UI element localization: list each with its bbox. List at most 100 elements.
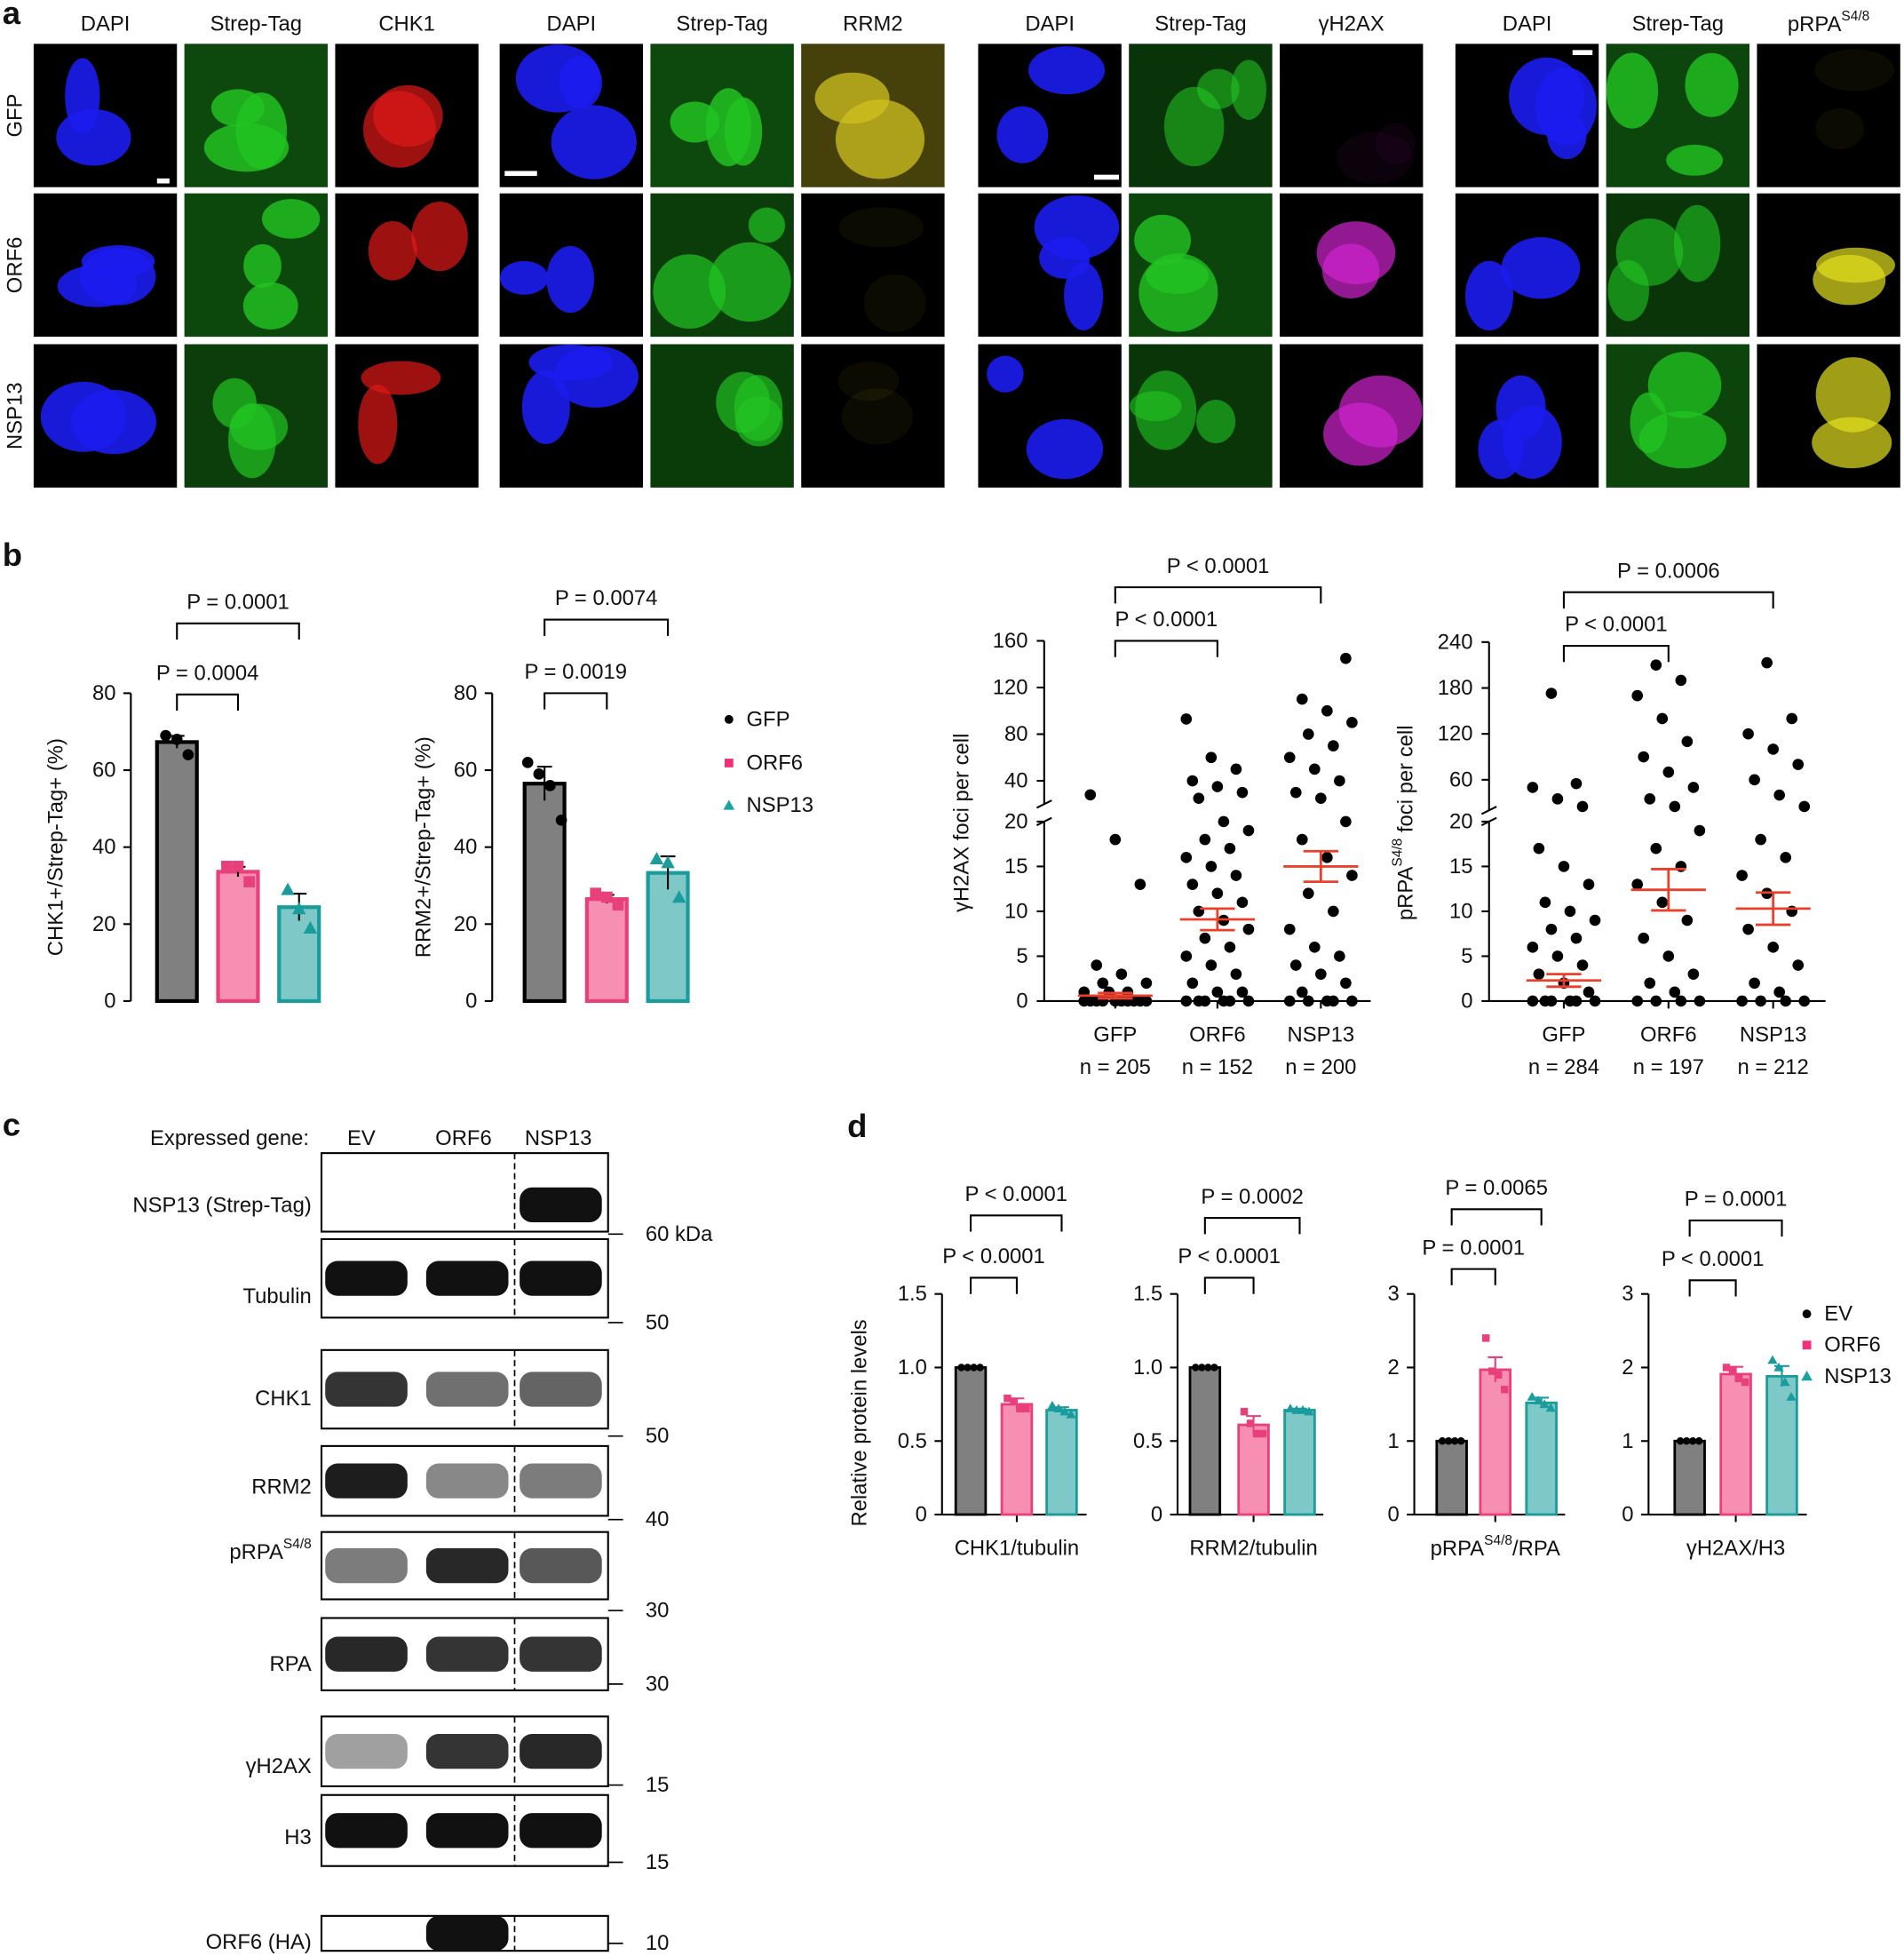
row-label: ORF6 bbox=[3, 237, 27, 294]
y-tick-label: 2 bbox=[1622, 1356, 1633, 1380]
p-value: P = 0.0019 bbox=[524, 660, 627, 684]
significance-bracket bbox=[176, 693, 240, 712]
x-tick-label: ORF6 bbox=[1189, 1022, 1246, 1046]
data-point bbox=[1444, 1437, 1453, 1445]
legend-label: ORF6 bbox=[1824, 1333, 1881, 1357]
cell bbox=[1321, 243, 1380, 298]
bar bbox=[1765, 1375, 1798, 1516]
data-point bbox=[649, 851, 664, 864]
channel-header: RRM2 bbox=[843, 12, 903, 36]
data-point bbox=[1180, 852, 1193, 863]
data-point bbox=[1742, 923, 1754, 935]
x-tick-label: ORF6 bbox=[1640, 1022, 1697, 1046]
channel-header: DAPI bbox=[547, 12, 597, 36]
channel-header: γH2AX bbox=[1319, 12, 1384, 36]
y-tick-label: 0 bbox=[1016, 989, 1027, 1013]
cell bbox=[1606, 52, 1659, 129]
data-point bbox=[1728, 1367, 1737, 1375]
data-point bbox=[1059, 1406, 1070, 1416]
superscript: S4/8 bbox=[1391, 839, 1406, 867]
bar bbox=[646, 871, 690, 1004]
data-point bbox=[1589, 995, 1601, 1007]
data-point bbox=[1681, 914, 1694, 926]
data-point bbox=[1681, 735, 1694, 748]
data-point bbox=[1340, 652, 1352, 664]
marker-label: 10 bbox=[646, 1931, 670, 1955]
data-point bbox=[1736, 995, 1748, 1007]
data-point bbox=[1761, 656, 1773, 669]
superscript: S4/8 bbox=[283, 1537, 312, 1552]
data-point bbox=[1224, 942, 1236, 953]
data-point bbox=[1346, 717, 1358, 728]
data-point bbox=[1792, 959, 1805, 971]
y-tick-label: 180 bbox=[1438, 676, 1473, 700]
data-point bbox=[1488, 1367, 1496, 1375]
data-point bbox=[1296, 833, 1308, 846]
blot-label: H3 bbox=[284, 1825, 311, 1849]
y-tick-label: 240 bbox=[1438, 630, 1473, 654]
data-point bbox=[1109, 833, 1122, 846]
data-point bbox=[1211, 887, 1224, 900]
n-label: n = 212 bbox=[1738, 1055, 1809, 1079]
text-part: pRPA bbox=[1393, 867, 1417, 921]
data-point bbox=[1211, 781, 1224, 792]
y-tick-label: 40 bbox=[92, 835, 116, 859]
data-point bbox=[1545, 688, 1558, 699]
data-point bbox=[1180, 950, 1193, 962]
y-tick-label: 20 bbox=[92, 912, 116, 936]
data-point bbox=[724, 714, 734, 724]
blot-label: CHK1 bbox=[255, 1387, 312, 1411]
band bbox=[325, 1813, 408, 1849]
cell bbox=[1163, 86, 1225, 167]
data-point bbox=[1016, 1404, 1024, 1413]
p-value: P < 0.0001 bbox=[1115, 608, 1218, 632]
marker-label: 15 bbox=[646, 1850, 670, 1874]
data-point bbox=[1662, 950, 1675, 962]
y-tick-label: 40 bbox=[454, 835, 478, 859]
data-point bbox=[1638, 932, 1650, 944]
data-point bbox=[1296, 986, 1308, 998]
data-point bbox=[671, 890, 686, 903]
cell bbox=[1647, 352, 1722, 419]
y-tick-label: 20 bbox=[454, 912, 478, 936]
data-point bbox=[1539, 896, 1551, 909]
bar bbox=[1525, 1401, 1558, 1516]
data-point bbox=[1134, 879, 1146, 890]
data-point bbox=[171, 734, 183, 745]
cell bbox=[1026, 418, 1104, 480]
data-point bbox=[1631, 689, 1644, 702]
cell bbox=[1196, 399, 1236, 443]
bar bbox=[277, 905, 321, 1004]
significance-bracket bbox=[1203, 1276, 1255, 1294]
text-part: pRPA bbox=[1431, 1536, 1485, 1560]
data-point bbox=[1321, 704, 1333, 717]
cell bbox=[1134, 214, 1192, 266]
cell bbox=[227, 402, 276, 479]
data-point bbox=[533, 768, 545, 780]
significance-bracket bbox=[969, 1276, 1019, 1294]
significance-bracket bbox=[1114, 640, 1218, 657]
significance-bracket bbox=[543, 618, 670, 636]
cell bbox=[362, 91, 436, 168]
cell bbox=[235, 92, 288, 170]
cell bbox=[1478, 419, 1524, 480]
data-point bbox=[555, 815, 567, 826]
marker-label: 50 bbox=[646, 1310, 670, 1334]
cell bbox=[1615, 219, 1684, 286]
data-point bbox=[292, 902, 306, 915]
data-point bbox=[1198, 1364, 1206, 1372]
data-point bbox=[1258, 1429, 1267, 1438]
data-point bbox=[1328, 740, 1339, 751]
cell bbox=[1630, 392, 1668, 453]
data-point bbox=[1304, 1406, 1314, 1416]
cell bbox=[1146, 258, 1209, 295]
y-tick-label: 1.5 bbox=[898, 1282, 927, 1306]
row-label: NSP13 bbox=[3, 382, 27, 449]
cell bbox=[1465, 260, 1514, 331]
data-point bbox=[1186, 879, 1199, 890]
data-point bbox=[1767, 743, 1779, 755]
bar bbox=[1188, 1366, 1222, 1516]
cell bbox=[835, 99, 925, 179]
data-point bbox=[1084, 995, 1097, 1007]
superscript: S4/8 bbox=[1841, 9, 1869, 24]
